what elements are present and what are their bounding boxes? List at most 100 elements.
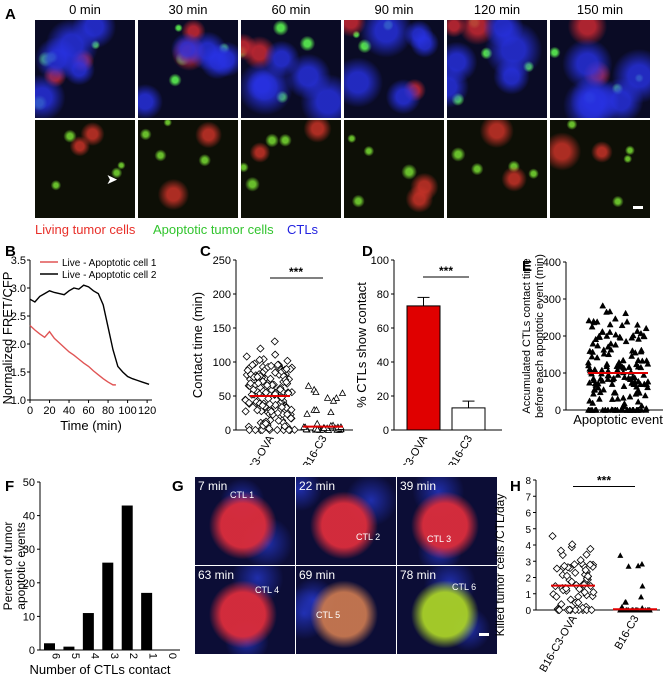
x-tick-label: B16-C3-OVA [538, 613, 580, 674]
data-point [282, 378, 291, 387]
data-point [593, 354, 601, 361]
y-tick-label: 0 [525, 606, 531, 617]
data-point [622, 337, 630, 345]
timelapse-frame: 39 min CTL 3 [397, 477, 497, 565]
data-point [596, 333, 604, 340]
data-point [271, 400, 280, 410]
data-point [606, 307, 614, 315]
y-tick-label: 0 [383, 425, 389, 437]
microscopy-frame [550, 20, 650, 118]
data-point [587, 605, 596, 615]
legend-label: Live - Apoptotic cell 2 [62, 270, 157, 281]
data-point [616, 334, 624, 341]
x-tick-label: 4 [88, 653, 100, 659]
data-point [552, 592, 561, 601]
y-tick-label: 0 [555, 405, 561, 417]
timelapse-frame: 78 min CTL 6 [397, 566, 497, 654]
data-point [283, 410, 292, 419]
y-tick-label: 6 [525, 509, 531, 520]
data-point [271, 368, 280, 377]
arrowhead-icon: ➤ [14, 181, 26, 197]
data-point [613, 406, 621, 413]
time-label: 90 min [374, 2, 414, 17]
data-point [271, 350, 280, 359]
y-tick-label: 200 [213, 289, 231, 301]
data-point [612, 331, 620, 338]
chart-h: 0 1 2 3 4 5 6 7 8 Killed tumor cells /CTL/day *** B… [493, 474, 660, 674]
ctl-label: CTL 5 [316, 610, 341, 620]
data-point [312, 406, 321, 413]
data-point [282, 364, 291, 374]
data-point [261, 388, 270, 397]
panel-label-f: F [5, 478, 15, 495]
data-point [576, 555, 585, 565]
data-point [634, 377, 642, 385]
data-point [586, 347, 594, 354]
data-point [586, 379, 593, 386]
data-point [619, 394, 627, 401]
data-point [591, 406, 599, 413]
bar [102, 562, 114, 650]
y-tick-label: 10 [23, 611, 35, 623]
data-point [626, 393, 634, 400]
y-tick-label: 1 [525, 590, 531, 601]
data-point [589, 588, 598, 597]
microscopy-frame [344, 20, 444, 118]
data-point [604, 372, 612, 379]
y-tick-label: 50 [219, 391, 231, 403]
data-point [625, 563, 632, 569]
data-point [323, 394, 332, 401]
timelapse-frame: 22 min CTL 2 [296, 477, 396, 565]
data-point [593, 318, 601, 325]
panel-label-a: A [5, 6, 16, 23]
y-tick-label: 60 [377, 323, 389, 335]
x-axis-label: Number of CTLs contact [30, 662, 171, 675]
data-point [619, 406, 626, 413]
data-point [243, 366, 252, 375]
y-tick-label: 100 [543, 368, 561, 380]
x-tick-label: 100 [118, 405, 136, 417]
timelapse-frame: 63 min CTL 4 [195, 566, 295, 654]
series-line [29, 284, 150, 385]
data-point [619, 356, 627, 364]
y-axis-label: Accumulated CTLs contact time [521, 258, 533, 413]
ctl-label: CTL 1 [230, 490, 255, 501]
x-tick-label: 2 [127, 653, 139, 659]
data-point [562, 571, 572, 580]
data-point [600, 350, 608, 357]
bar [121, 505, 133, 650]
data-point [557, 600, 566, 609]
x-tick-label: 5 [69, 653, 81, 659]
timelapse-frame: 7 min CTL 1 [195, 477, 295, 565]
data-point [611, 315, 619, 322]
data-point [312, 388, 320, 396]
data-point [628, 347, 636, 354]
legend-ctls: CTLs [287, 222, 319, 237]
y-tick-label: 2.5 [11, 311, 26, 323]
x-tick-label: 1 [147, 653, 159, 659]
y-tick-label: 0 [225, 425, 231, 437]
x-tick-label: B16-C3-OVA [235, 433, 277, 465]
microscopy-frame [138, 120, 238, 218]
x-tick-label: 40 [63, 405, 75, 417]
data-point [254, 379, 263, 388]
y-tick-label: 0 [29, 645, 35, 657]
x-tick-label: 20 [43, 405, 55, 417]
data-point [273, 360, 282, 369]
microscopy-frame [35, 120, 135, 218]
data-point [280, 422, 289, 431]
data-point [588, 353, 596, 360]
data-point [628, 352, 636, 359]
frame-time-label: 39 min [400, 479, 437, 493]
bar [63, 646, 75, 650]
time-label: 150 min [576, 2, 624, 17]
timelapse-frame: 69 min CTL 5 [296, 566, 396, 654]
significance-label: *** [597, 474, 611, 488]
ctl-label: CTL 6 [452, 581, 477, 592]
data-point [253, 372, 262, 381]
data-point [586, 544, 595, 554]
data-point [638, 357, 646, 364]
data-point [313, 425, 322, 433]
data-point [610, 389, 618, 396]
legend-label: Live - Apoptotic cell 1 [62, 258, 157, 269]
